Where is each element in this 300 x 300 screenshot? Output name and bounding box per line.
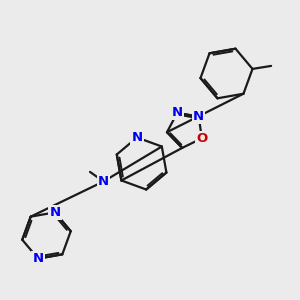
Text: N: N [172, 106, 183, 119]
Text: N: N [32, 252, 44, 265]
Text: N: N [193, 110, 204, 123]
Text: N: N [131, 131, 142, 144]
Text: N: N [98, 175, 109, 188]
Text: N: N [50, 206, 61, 219]
Text: O: O [196, 132, 207, 145]
